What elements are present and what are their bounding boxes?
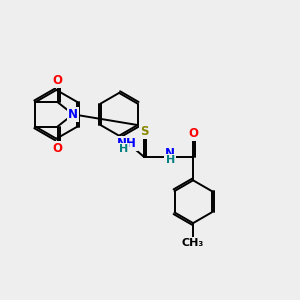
Text: H: H [166,155,175,165]
Text: H: H [119,144,128,154]
Text: O: O [52,142,63,155]
Text: N: N [68,108,78,121]
Text: O: O [188,127,198,140]
Text: N: N [165,147,175,160]
Text: CH₃: CH₃ [182,238,204,248]
Text: O: O [52,74,63,87]
Text: NH: NH [117,137,137,150]
Text: S: S [140,125,148,138]
